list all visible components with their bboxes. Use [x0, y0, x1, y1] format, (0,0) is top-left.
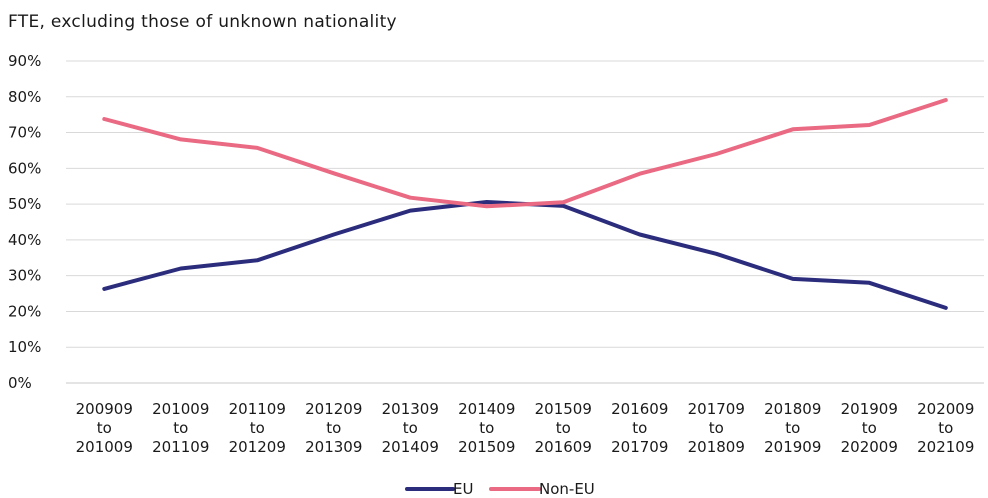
x-tick-label: 201909 to 202009 [841, 400, 898, 456]
y-tick-label: 40% [8, 231, 41, 249]
x-tick: 201209 to 201309 [305, 400, 362, 456]
y-tick-label: 70% [8, 124, 41, 142]
y-tick: 0% [8, 374, 32, 392]
series-line-eu [102, 200, 948, 310]
x-tick-label: 201209 to 201309 [305, 400, 362, 456]
x-tick-label: 201009 to 201109 [152, 400, 209, 456]
x-tick-label: 201809 to 201909 [764, 400, 821, 456]
legend-item-non-eu: Non-EU [489, 480, 595, 498]
y-tick-label: 50% [8, 195, 41, 213]
x-axis-tick-labels: 200909 to 201009 201009 to 201109 201109 to 2012… [76, 400, 975, 456]
legend-item-eu: EU [405, 480, 473, 498]
x-tick-label: 202009 to 202109 [917, 400, 974, 456]
y-axis-tick-labels: 0% 10% 20% 30% 40% 50% 60% 70% 80% 90% [8, 52, 41, 392]
x-tick-label: 201509 to 201609 [535, 400, 592, 456]
y-tick: 70% [8, 124, 41, 142]
x-tick-label: 201609 to 201709 [611, 400, 668, 456]
legend: EU Non-EU [405, 480, 595, 498]
x-tick-label: 201709 to 201809 [688, 400, 745, 456]
y-tick-label: 20% [8, 302, 41, 320]
y-tick: 50% [8, 195, 41, 213]
y-tick: 80% [8, 88, 41, 106]
y-tick-label: 90% [8, 52, 41, 70]
x-tick: 201709 to 201809 [688, 400, 745, 456]
x-tick: 201109 to 201209 [229, 400, 286, 456]
x-tick: 201409 to 201509 [458, 400, 515, 456]
x-tick: 200909 to 201009 [76, 400, 133, 456]
series-line-non-eu [102, 98, 948, 209]
chart-title: FTE, excluding those of unknown national… [8, 12, 397, 32]
y-tick-label: 80% [8, 88, 41, 106]
x-tick: 201009 to 201109 [152, 400, 209, 456]
y-tick: 90% [8, 52, 41, 70]
y-tick: 30% [8, 267, 41, 285]
x-tick-label: 201109 to 201209 [229, 400, 286, 456]
x-tick: 202009 to 202109 [917, 400, 974, 456]
legend-label: EU [453, 480, 473, 498]
y-tick-label: 0% [8, 374, 32, 392]
x-tick: 201809 to 201909 [764, 400, 821, 456]
y-tick: 10% [8, 338, 41, 356]
x-tick: 201509 to 201609 [535, 400, 592, 456]
y-tick: 20% [8, 302, 41, 320]
legend-label: Non-EU [539, 480, 595, 498]
x-tick-label: 201309 to 201409 [382, 400, 439, 456]
y-tick-label: 30% [8, 267, 41, 285]
y-tick-label: 60% [8, 159, 41, 177]
x-tick: 201909 to 202009 [841, 400, 898, 456]
x-tick-label: 200909 to 201009 [76, 400, 133, 456]
x-tick: 201309 to 201409 [382, 400, 439, 456]
y-tick: 60% [8, 159, 41, 177]
x-tick-label: 201409 to 201509 [458, 400, 515, 456]
series-lines [102, 98, 948, 310]
y-tick: 40% [8, 231, 41, 249]
x-tick: 201609 to 201709 [611, 400, 668, 456]
y-tick-label: 10% [8, 338, 41, 356]
